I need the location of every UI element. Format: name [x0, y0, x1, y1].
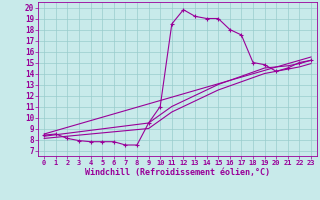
X-axis label: Windchill (Refroidissement éolien,°C): Windchill (Refroidissement éolien,°C) [85, 168, 270, 177]
